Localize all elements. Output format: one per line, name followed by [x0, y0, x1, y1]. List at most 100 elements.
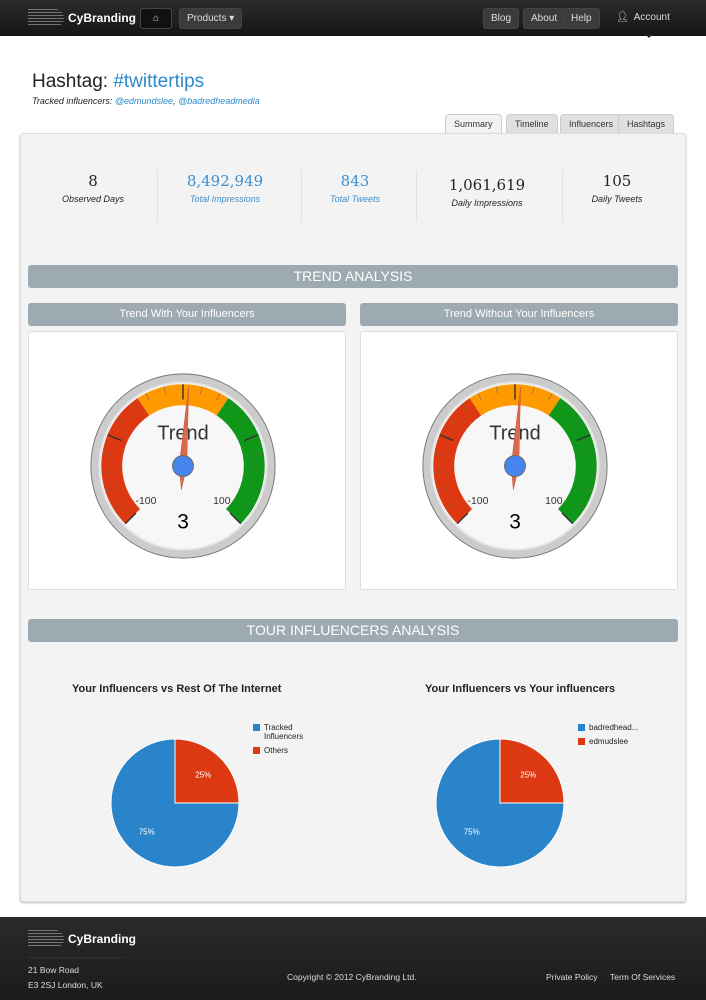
- pie-chart-internet: 25% 75%: [110, 738, 240, 868]
- terms-link[interactable]: Term Of Services: [610, 972, 676, 982]
- privacy-link[interactable]: Private Policy: [546, 972, 598, 982]
- legend-swatch: [578, 738, 585, 745]
- pie-title: Your Influencers vs Your influencers: [425, 683, 616, 695]
- gauge-tick: [256, 471, 265, 473]
- account-menu[interactable]: 👤︎ Account: [616, 12, 670, 23]
- gauge-tick: [576, 434, 591, 442]
- logo-icon: [28, 9, 64, 27]
- pie-slice-label: 75%: [139, 827, 155, 836]
- gauge-min-label: -100: [136, 496, 157, 507]
- stat-total-impressions[interactable]: 8,492,949 Total Impressions: [160, 172, 290, 204]
- legend-label: Others: [264, 746, 289, 755]
- legend-swatch: [253, 724, 260, 731]
- legend-label: edmudslee: [589, 737, 629, 746]
- stat-label: Total Impressions: [189, 194, 261, 204]
- gauge-hub: [172, 455, 194, 477]
- tracked-influencers: Tracked influencers: @edmundslee, @badre…: [32, 96, 260, 106]
- stat-value: 843: [340, 172, 370, 190]
- gauge-tick: [113, 504, 120, 509]
- top-navbar: CyBranding ⌂ Products ▾ Blog About Help …: [0, 0, 706, 38]
- home-button[interactable]: ⌂: [140, 8, 172, 29]
- tab-summary[interactable]: Summary: [445, 114, 502, 134]
- gauge-tick: [107, 434, 122, 442]
- tab-timeline[interactable]: Timeline: [506, 114, 558, 134]
- trend-analysis-heading: TREND ANALYSIS: [28, 265, 678, 288]
- gauge-tick: [548, 393, 553, 401]
- gauge-band: [101, 398, 150, 524]
- legend-swatch: [253, 747, 260, 754]
- legend-swatch: [578, 724, 585, 731]
- divider: [28, 957, 126, 958]
- about-button[interactable]: About: [523, 8, 566, 29]
- title-prefix: Hashtag:: [32, 71, 114, 92]
- gauge-title: Trend Without Your Influencers: [360, 303, 678, 326]
- legend-label: Tracked Influencers: [264, 723, 304, 741]
- pie-title: Your Influencers vs Rest Of The Internet: [72, 683, 282, 695]
- gauge-tick: [124, 512, 137, 525]
- gauge-tick: [578, 504, 585, 509]
- gauge-tick: [102, 452, 110, 455]
- legend-item: edmudslee: [578, 737, 628, 746]
- gauge-band: [137, 384, 229, 416]
- copyright: Copyright © 2012 CyBranding Ltd.: [287, 972, 417, 982]
- gauge-tick: [253, 488, 261, 492]
- tracked-label: Tracked influencers:: [32, 96, 115, 106]
- tab-influencers[interactable]: Influencers: [560, 114, 623, 134]
- products-dropdown[interactable]: Products ▾: [179, 8, 243, 29]
- gauge-tick: [585, 488, 593, 492]
- gauge-tick: [256, 452, 264, 455]
- divider: [157, 170, 158, 222]
- pie-slice: [174, 738, 240, 804]
- divider: [301, 170, 302, 222]
- account-label: Account: [633, 12, 670, 23]
- gauge-tick: [229, 512, 242, 525]
- help-button[interactable]: Help: [563, 8, 600, 29]
- gauge-max-label: 100: [213, 496, 231, 507]
- gauge-tick: [101, 471, 110, 473]
- gauge-value: 3: [177, 511, 189, 534]
- gauge-tick: [495, 386, 498, 395]
- gauge-tick: [532, 386, 535, 395]
- gauge-hub: [504, 455, 526, 477]
- pie-slice-label: 25%: [520, 771, 536, 780]
- tab-hashtags[interactable]: Hashtags: [618, 114, 675, 134]
- brand-name: CyBranding: [68, 11, 137, 25]
- stat-value: 105: [602, 172, 632, 190]
- stat-label: Daily Impressions: [451, 198, 523, 208]
- pie-slice: [435, 738, 565, 868]
- stat-label: Observed Days: [61, 194, 125, 204]
- brand-name: CyBranding: [68, 932, 137, 946]
- account-caret-icon: [645, 34, 653, 42]
- gauge-tick: [588, 471, 597, 473]
- gauge-tick: [562, 403, 569, 410]
- blog-button[interactable]: Blog: [483, 8, 520, 29]
- legend-item: Others: [253, 746, 288, 755]
- gauge-tick: [445, 504, 452, 509]
- legend-item: Tracked Influencers: [253, 723, 314, 741]
- influencer-link[interactable]: @badredheadmedia: [178, 96, 260, 106]
- gauge-value: 3: [509, 511, 521, 534]
- user-icon: 👤︎: [616, 12, 629, 23]
- page-title: Hashtag: #twittertips: [32, 71, 204, 93]
- gauge-tick: [461, 403, 468, 410]
- logo-icon: [28, 930, 64, 948]
- gauge-tick: [456, 512, 469, 525]
- gauge-max-label: 100: [545, 496, 563, 507]
- gauge-tick: [448, 417, 456, 423]
- gauge-tick: [434, 452, 442, 455]
- stat-total-tweets[interactable]: 843 Total Tweets: [290, 172, 420, 204]
- pie-slice-label: 25%: [195, 771, 211, 780]
- influencer-link[interactable]: @edmundslee: [114, 96, 174, 106]
- address-line: 21 Bow Road: [28, 965, 80, 975]
- gauge-min-label: -100: [468, 496, 489, 507]
- divider: [416, 170, 417, 222]
- pie-slice: [499, 738, 565, 804]
- brand-logo[interactable]: CyBranding: [28, 9, 136, 27]
- stat-label: Total Tweets: [329, 194, 381, 204]
- gauge-tick: [105, 488, 113, 492]
- hashtag-link[interactable]: #twittertips: [113, 71, 205, 92]
- gauge-tick: [230, 403, 237, 410]
